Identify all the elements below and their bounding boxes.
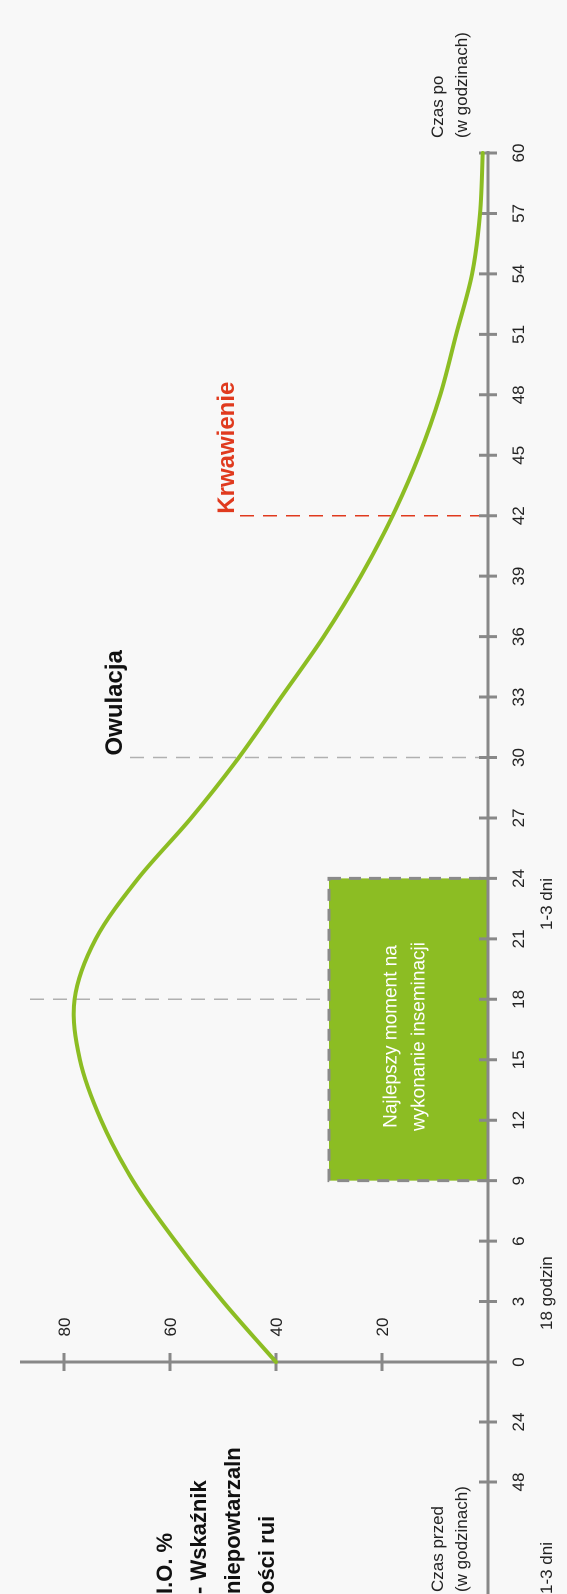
time-tick-label: 51 — [509, 325, 528, 344]
time-tick-label: 18 — [509, 990, 528, 1009]
value-axis-title: ości rui — [254, 1516, 279, 1594]
annotation-label: Owulacja — [101, 649, 128, 755]
time-tick-label: 45 — [509, 446, 528, 465]
value-tick-label: 20 — [373, 1318, 392, 1337]
series-line — [71, 151, 485, 1364]
time-tick-label: 24 — [509, 869, 528, 888]
period-note: 1-3 dni — [537, 1542, 556, 1594]
period-note: 1-3 dni — [537, 878, 556, 930]
time-before-axis-title: Czas przed — [428, 1506, 447, 1592]
time-tick-label: 0 — [509, 1357, 528, 1366]
time-after-axis-title: (w godzinach) — [452, 32, 471, 138]
time-tick-label: 36 — [509, 627, 528, 646]
time-tick-label: 3 — [509, 1297, 528, 1306]
time-tick-label: 12 — [509, 1111, 528, 1130]
time-tick-label: 21 — [509, 929, 528, 948]
best-window: Najlepszy moment na wykonanie inseminacji — [327, 876, 490, 1183]
value-tick-label: 80 — [55, 1318, 74, 1337]
value-axis-title: I.O. % — [152, 1533, 177, 1594]
value-tick-label: 40 — [267, 1318, 286, 1337]
time-tick-label: 27 — [509, 808, 528, 827]
time-tick-label: 60 — [509, 144, 528, 163]
time-tick-label: 54 — [509, 264, 528, 283]
time-tick-label: 30 — [509, 748, 528, 767]
time-after-axis-title: Czas po — [428, 76, 447, 138]
value-tick-label: 60 — [161, 1318, 180, 1337]
time-tick-label: 57 — [509, 204, 528, 223]
best-window-text: Najlepszy moment na — [381, 945, 402, 1128]
time-before-tick-label: 48 — [509, 1473, 528, 1492]
time-tick-label: 6 — [509, 1236, 528, 1245]
annotation-label: Krwawienie — [213, 382, 240, 514]
time-tick-label: 39 — [509, 567, 528, 586]
time-tick-label: 48 — [509, 385, 528, 404]
time-before-tick-label: 24 — [509, 1413, 528, 1432]
value-axis-title: niepowtarzaln — [220, 1447, 245, 1594]
curve — [71, 151, 485, 1364]
best-window-text: wykonanie inseminacji — [409, 942, 430, 1132]
time-tick-label: 33 — [509, 688, 528, 707]
period-note: 18 godzin — [537, 1256, 556, 1330]
time-before-axis-title: (w godzinach) — [452, 1486, 471, 1592]
labels: 0369121518212427303336394245485154576024… — [55, 32, 556, 1594]
axes — [20, 151, 497, 1594]
time-tick-label: 42 — [509, 506, 528, 525]
value-axis-title: - Wskaźnik — [186, 1480, 211, 1594]
best-window-box — [327, 876, 490, 1183]
time-tick-label: 9 — [509, 1176, 528, 1185]
time-tick-label: 15 — [509, 1050, 528, 1069]
